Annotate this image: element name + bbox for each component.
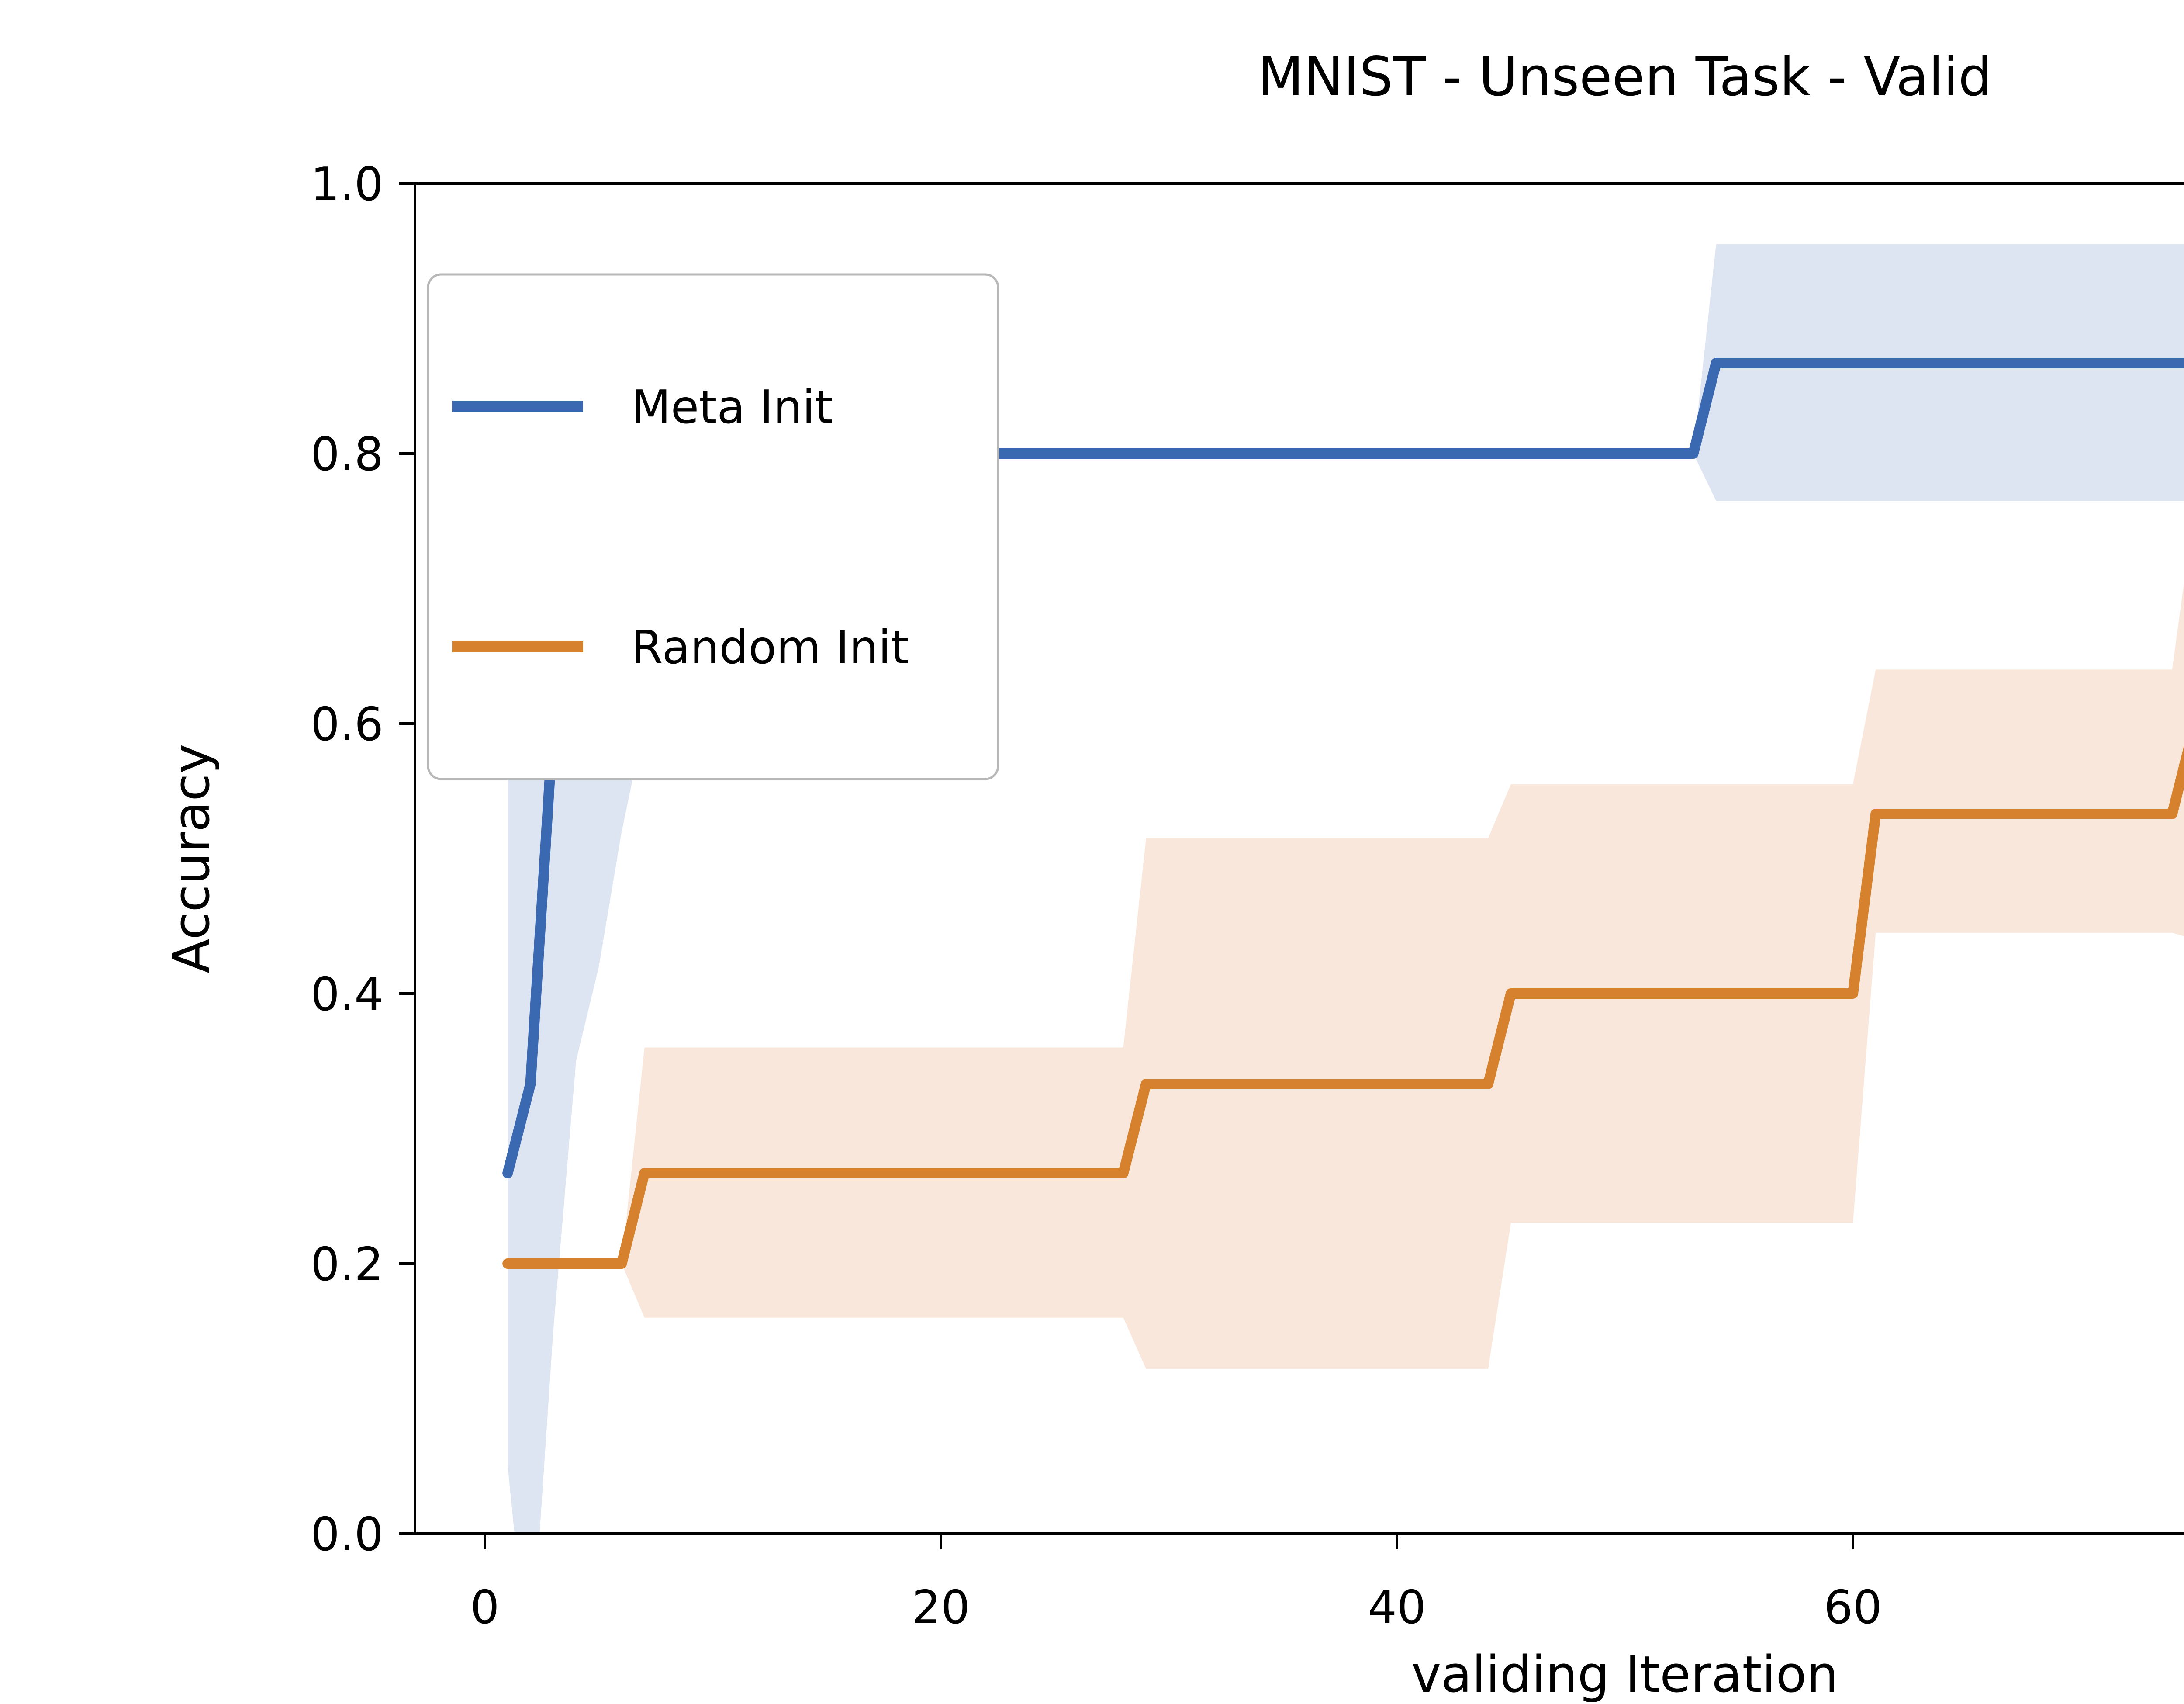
confidence-band-0 <box>508 244 2184 1534</box>
x-tick-label: 20 <box>912 1581 970 1634</box>
y-tick-label: 0.0 <box>311 1508 384 1561</box>
legend: Meta Init Random Init <box>427 273 999 780</box>
y-tick-label: 0.4 <box>311 968 384 1021</box>
tick-layer: 0204060801000.00.20.40.60.81.0 <box>311 158 1882 1634</box>
x-axis-label: validing Iteration <box>1411 1645 1838 1704</box>
x-tick-label: 40 <box>1368 1581 1426 1634</box>
y-axis-label: Accuracy <box>162 744 221 973</box>
legend-label-random-init: Random Init <box>631 621 909 674</box>
y-tick-label: 0.2 <box>311 1238 384 1291</box>
y-tick-label: 0.6 <box>311 698 384 751</box>
y-tick-label: 1.0 <box>311 158 384 211</box>
x-tick-label: 0 <box>470 1581 500 1634</box>
axes-frame <box>414 182 2184 1535</box>
legend-box <box>427 273 999 780</box>
x-tick-label: 60 <box>1824 1581 1882 1634</box>
y-tick-label: 0.8 <box>311 428 384 481</box>
data-line-1 <box>502 745 2184 1269</box>
legend-label-meta-init: Meta Init <box>631 381 833 434</box>
chart-title: MNIST - Unseen Task - Valid <box>1258 46 1992 108</box>
